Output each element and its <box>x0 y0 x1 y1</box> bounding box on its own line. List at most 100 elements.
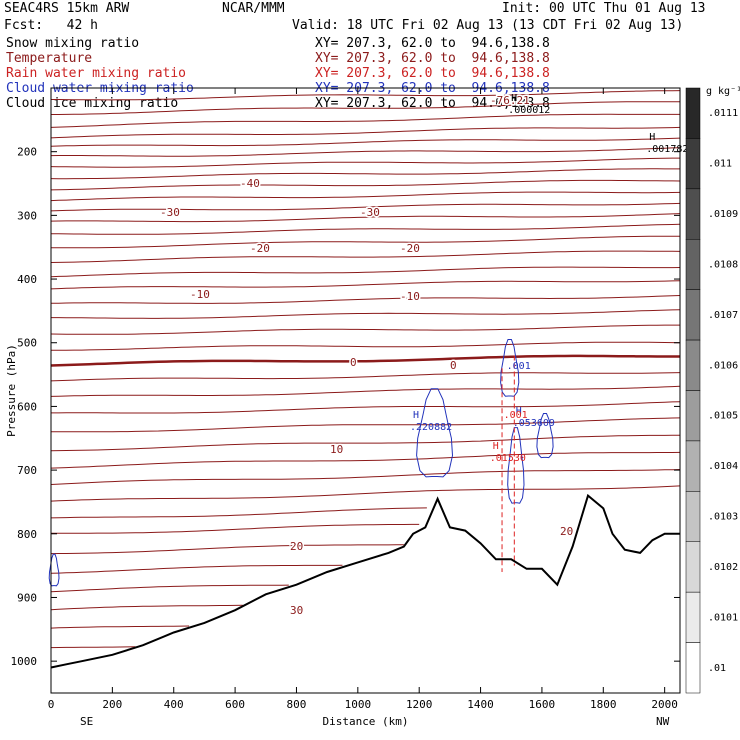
temperature-contour-label: 0 <box>450 359 457 372</box>
terrain-surface <box>50 493 680 669</box>
temperature-contour-line <box>50 372 681 382</box>
axes: 0 200 400 600 800 1000 1200 1400 1600 1800 2000200… <box>5 88 680 728</box>
maximum-marker: H <box>493 441 499 452</box>
x-tick-label: 200 <box>102 698 122 711</box>
valid-time: Valid: 18 UTC Fri 02 Aug 13 (13 CDT Fri … <box>292 18 684 33</box>
colorbar-segment <box>685 87 701 139</box>
plot-frame <box>50 87 681 694</box>
maximum-marker: H <box>649 132 655 143</box>
y-tick-label: 600 <box>17 400 37 413</box>
temperature-contour-line <box>50 604 243 611</box>
temperature-contour-label: -40 <box>240 177 260 190</box>
temperature-contour-line <box>51 223 681 235</box>
x-tick-label: 1400 <box>467 698 494 711</box>
temperature-contour-line <box>50 485 681 502</box>
temperature-contour-line <box>50 646 136 649</box>
x-tick-label: 800 <box>287 698 307 711</box>
temperature-contour-label: -10 <box>400 290 420 303</box>
x-end-label-left: SE <box>80 715 93 728</box>
temperature-contour-line <box>50 235 680 249</box>
rain-contours <box>501 355 515 572</box>
colorbar-segment <box>685 440 701 492</box>
colorbar-segment <box>685 591 701 643</box>
maximum-marker: H <box>413 410 419 421</box>
contour-labels: -76.21-77.71-40-40-30-30-30-20-20-20-10-… <box>159 93 689 619</box>
cloud-water-contour <box>48 553 60 587</box>
x-axis-label: Distance (km) <box>322 715 408 728</box>
colorbar-tick-label: .0104 <box>708 461 738 472</box>
temperature-contour-line <box>51 90 681 101</box>
colorbar-tick-label: .0107 <box>708 310 738 321</box>
maximum-value-label: .001 <box>507 361 531 372</box>
temperature-contour-line <box>50 354 680 367</box>
maximum-value-label: .220882 <box>410 422 452 433</box>
x-tick-label: 0 <box>48 698 55 711</box>
colorbar-tick-label: .0103 <box>708 512 738 523</box>
temperature-contour-line <box>50 564 343 574</box>
colorbar-segment <box>685 390 701 442</box>
init-time: Init: 00 UTC Thu 01 Aug 13 <box>502 1 706 16</box>
maximum-value-label: .01530 <box>490 453 526 464</box>
temperature-contour-label: -20 <box>250 242 270 255</box>
y-tick-label: 500 <box>17 337 37 350</box>
colorbar-tick-label: .011 <box>708 159 732 170</box>
x-tick-label: 400 <box>164 698 184 711</box>
center-title: NCAR/MMM <box>222 1 285 16</box>
temperature-contour-line <box>51 401 681 414</box>
temperature-contour-line <box>50 295 681 304</box>
temperature-contour-label: -20 <box>400 242 420 255</box>
temperature-contour-label: 20 <box>290 540 303 553</box>
temperature-contour-line <box>50 213 681 223</box>
y-tick-label: 300 <box>17 209 37 222</box>
temperature-contour-line <box>50 191 681 202</box>
temperature-contour-label: 30 <box>290 604 303 617</box>
temperature-contour-label: 0 <box>350 356 357 369</box>
y-axis-label: Pressure (hPa) <box>5 344 18 437</box>
cloud-water-contour <box>416 388 454 478</box>
colorbar-tick-label: .0102 <box>708 562 738 573</box>
temperature-contour-line <box>50 584 289 593</box>
x-tick-label: 1800 <box>590 698 617 711</box>
maximum-marker: H <box>511 93 517 104</box>
model-title: SEAC4RS 15km ARW <box>4 1 130 16</box>
temperature-contour-line <box>50 157 680 168</box>
temperature-contour-label: -30 <box>360 206 380 219</box>
temperature-contour-line <box>50 113 680 128</box>
maximum-value-label: .001782 <box>646 144 688 155</box>
temperature-contour-line <box>50 137 681 147</box>
temperature-contour-line <box>50 250 681 263</box>
temperature-contour-line <box>50 451 681 469</box>
temperature-contour-line <box>51 417 681 433</box>
cloud-water-contour <box>536 413 554 459</box>
temperature-contour-label: 10 <box>330 443 343 456</box>
colorbar-segment <box>685 541 701 593</box>
y-tick-label: 700 <box>17 464 37 477</box>
legend-xy-rain: XY= 207.3, 62.0 to 94.6,138.8 <box>315 66 550 81</box>
colorbar: .0111 .011 .0109 .0108 .0107 .0106 .0105 .0104.… <box>685 86 740 694</box>
temperature-contour-label: -76.21 <box>490 94 530 107</box>
temperature-contour-line <box>50 324 680 335</box>
temperature-contour-line <box>50 280 681 290</box>
x-tick-label: 600 <box>225 698 245 711</box>
colorbar-segment <box>685 289 701 341</box>
y-tick-label: 800 <box>17 528 37 541</box>
maximum-marker: H <box>516 406 522 417</box>
maximum-value-label: .053609 <box>513 418 555 429</box>
temperature-contour-label: 20 <box>560 525 573 538</box>
colorbar-segment <box>685 188 701 240</box>
x-tick-label: 1600 <box>529 698 556 711</box>
temperature-contour-line <box>51 309 681 319</box>
temperature-contour-line <box>50 385 681 397</box>
colorbar-tick-label: .01 <box>708 663 726 674</box>
temperature-contour-line <box>51 341 681 351</box>
legend-label-temperature: Temperature <box>6 51 93 66</box>
x-tick-label: 1000 <box>345 698 372 711</box>
maximum-value-label: .001 <box>504 410 528 421</box>
y-tick-label: 200 <box>17 146 37 159</box>
colorbar-segment <box>685 642 701 694</box>
colorbar-tick-label: .0101 <box>708 612 738 623</box>
y-tick-label: 400 <box>17 273 37 286</box>
temperature-contour-line <box>50 434 680 452</box>
x-end-label-right: NW <box>656 715 670 728</box>
